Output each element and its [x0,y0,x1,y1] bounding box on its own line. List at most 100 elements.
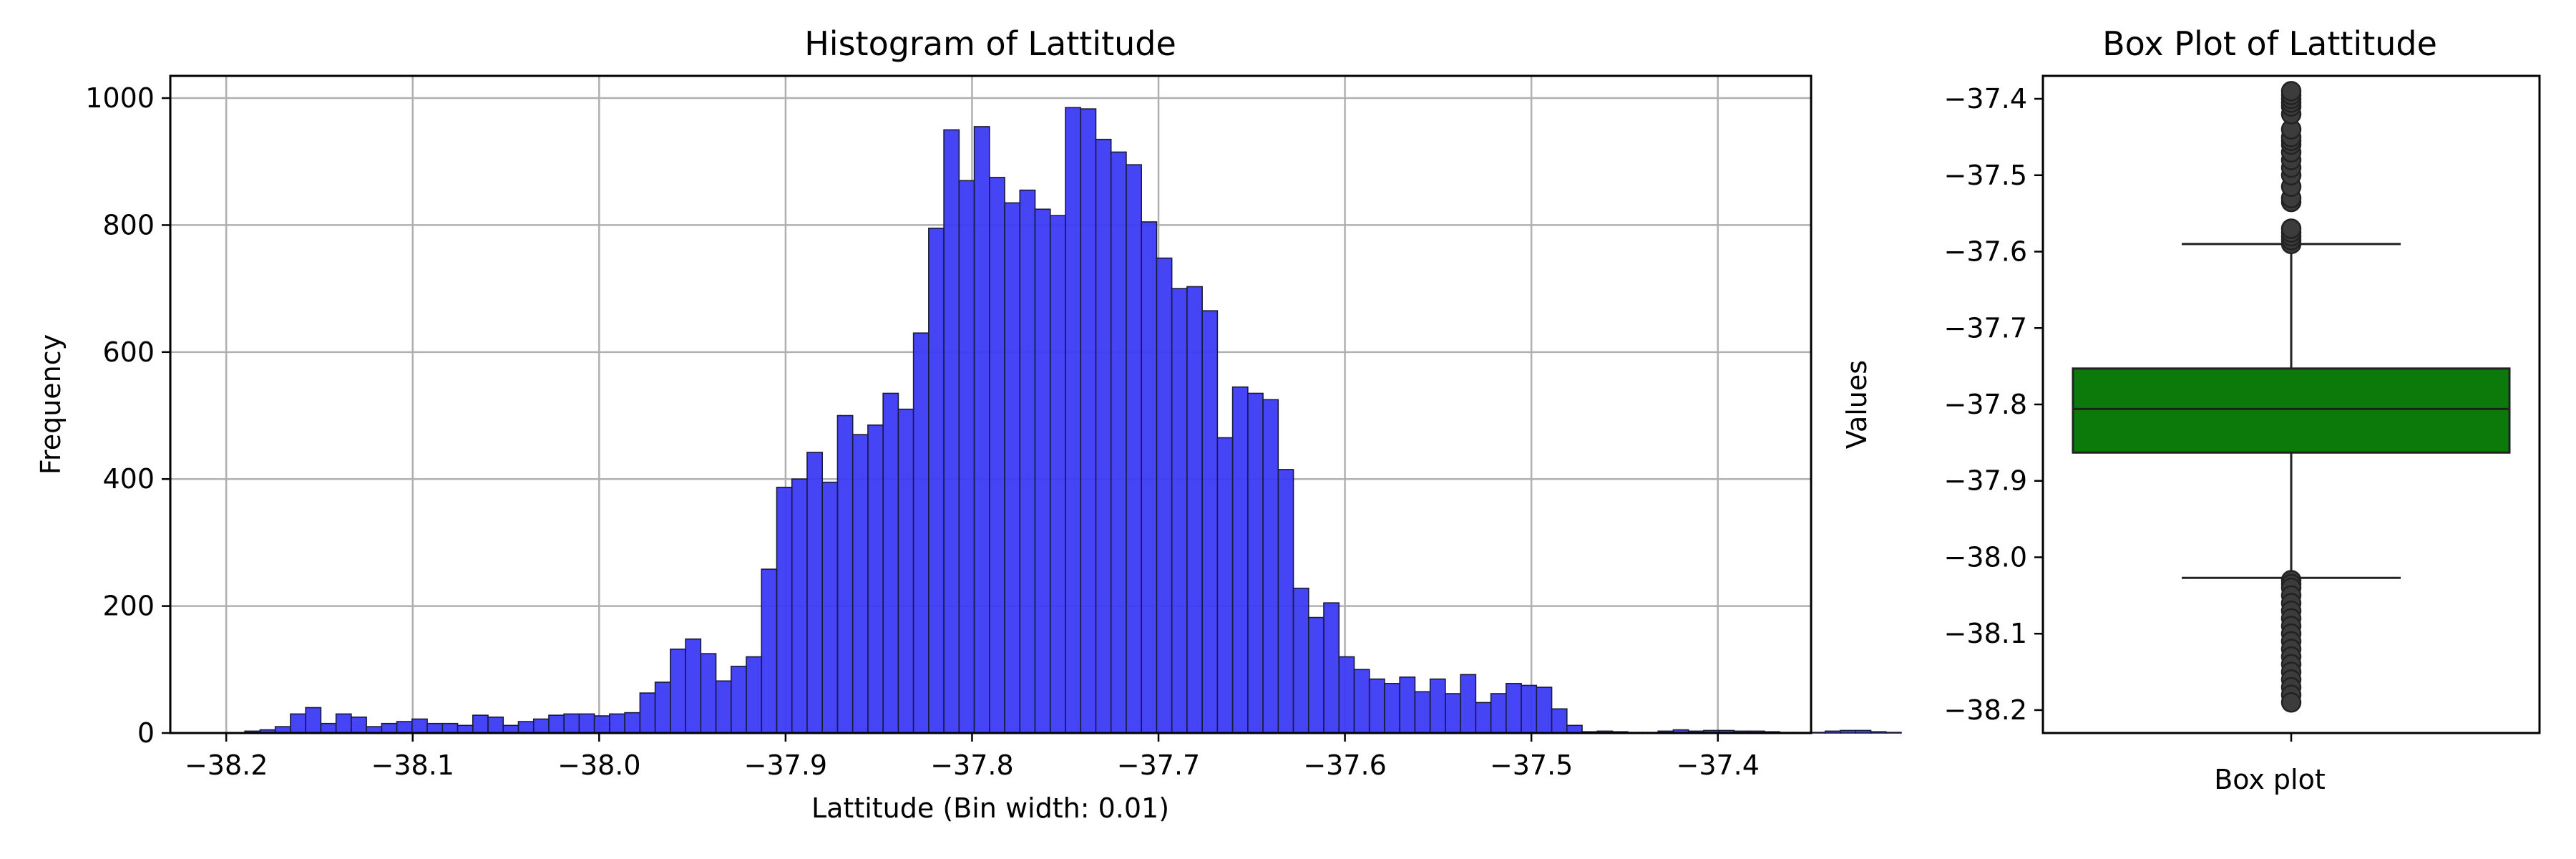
histogram-panel: Histogram of Lattitude −38.2 −38.1 −38.0 −3… [35,24,1902,824]
histogram-bar [381,722,398,734]
histogram-bar [1049,215,1066,734]
histogram-bar [1445,693,1461,734]
histogram-x-tick-label: −37.7 [1117,749,1200,781]
histogram-bar [806,452,824,734]
histogram-bar [958,180,975,734]
histogram-bar [1551,708,1568,734]
histogram-bar [1247,392,1264,734]
histogram-bar [730,666,747,734]
histogram-y-tick-label: 1000 [85,82,155,114]
boxplot-outlier-point [2280,218,2302,239]
histogram-bar [487,717,504,734]
histogram-bar [1460,674,1477,734]
histogram-bar [973,126,990,734]
histogram-bar [1840,729,1857,734]
histogram-bar [548,714,565,734]
histogram-bar [1186,286,1203,734]
histogram-bar [290,713,306,734]
histogram-bar [1566,724,1583,734]
histogram-bar [654,681,671,734]
histogram-bar [457,724,474,734]
histogram-x-tick-label: −37.4 [1676,749,1759,781]
histogram-bar [1414,691,1431,734]
boxplot-y-tick-label: −37.7 [1944,312,2027,344]
histogram-bar [1171,288,1188,734]
histogram-x-tick-label: −38.2 [185,749,268,781]
histogram-bar [1353,669,1370,734]
histogram-y-tick-label: 800 [102,209,155,241]
histogram-y-tick-label: 200 [102,591,155,622]
histogram-bar [351,717,367,734]
histogram-x-tick-label: −37.9 [744,749,827,781]
boxplot-y-ticks: −37.4 −37.5 −37.6 −37.7 −37.8 −37.9 −38.0 −38.1… [1944,83,2043,726]
histogram-x-tick-label: −38.1 [371,749,454,781]
histogram-bar [1809,732,1826,734]
histogram-bar [928,228,945,734]
boxplot-y-tick-label: −38.1 [1944,618,2027,649]
boxplot-y-tick-label: −38.0 [1944,541,2027,573]
histogram-bar [1019,189,1036,734]
histogram-bar [441,722,459,734]
histogram-bar [1368,678,1385,734]
boxplot-y-tick-label: −37.6 [1944,236,2027,268]
histogram-bar [685,638,702,734]
histogram-bar [1885,732,1902,734]
boxplot-title: Box Plot of Lattitude [2102,24,2437,63]
boxplot-outlier-point [2280,81,2302,102]
boxplot-x-tick-label: Box plot [2214,764,2326,795]
histogram-bar [1506,683,1522,734]
histogram-y-tick-label: 400 [102,463,155,495]
histogram-bar [1323,602,1340,734]
histogram-bar [1065,107,1082,734]
histogram-bar [715,680,732,734]
histogram-bar [867,424,884,734]
histogram-bar [1277,469,1294,734]
histogram-bar [1141,221,1158,734]
histogram-bar [1201,310,1219,734]
histogram-bar [943,129,960,734]
histogram-bar [1004,202,1021,734]
histogram-bar [821,481,839,734]
histogram-bar [1536,686,1553,734]
histogram-bar [776,486,793,734]
histogram-bar [1156,257,1173,734]
histogram-x-tick-label: −37.8 [930,749,1013,781]
histogram-bar [472,714,489,734]
histogram-bar [1338,656,1355,734]
histogram-bar [1825,730,1841,734]
histogram-bar [320,722,337,734]
histogram-bar [1521,684,1538,734]
histogram-bar [396,721,413,734]
histogram-bar [335,713,352,734]
histogram-bar [1475,702,1492,734]
histogram-bar [1231,386,1249,734]
histogram-bar [305,707,322,734]
histogram-bar [1429,678,1446,734]
histogram-bar [989,177,1005,734]
histogram-bar [836,414,854,734]
histogram-y-ticks: 0 200 400 600 800 1000 [85,82,170,749]
histogram-bar [1384,683,1400,734]
histogram-bar [700,653,717,734]
boxplot-y-axis-label: Values [1841,360,1873,449]
histogram-bar [593,715,610,734]
histogram-bar [1034,208,1051,734]
histogram-bar [1490,693,1507,734]
boxplot-y-tick-label: −37.5 [1944,160,2027,191]
histogram-bar [609,713,625,734]
histogram-bar [746,656,763,734]
histogram-title: Histogram of Lattitude [804,24,1176,63]
histogram-bar [1307,616,1324,734]
histogram-bar [578,713,595,734]
boxplot-outlier-point [2280,692,2302,713]
boxplot-y-tick-label: −37.4 [1944,83,2027,115]
histogram-bar [1216,437,1234,734]
histogram-bar [897,408,914,734]
boxplot-panel: Box Plot of Lattitude −37.4 −37.5 −37.6 −37… [1841,24,2541,795]
histogram-bar [791,478,808,734]
histogram-bar [532,718,550,734]
histogram-bar [670,649,686,734]
histogram-bar [1110,151,1127,734]
histogram-bar [502,724,519,734]
histogram-y-tick-label: 600 [102,336,155,368]
